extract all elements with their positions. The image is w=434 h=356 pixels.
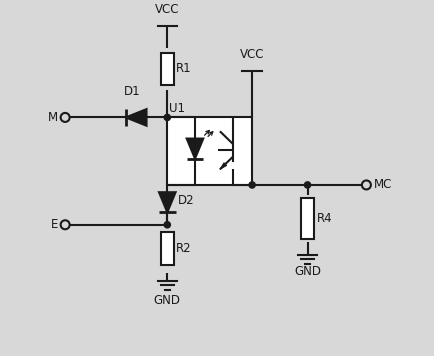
Text: R2: R2 — [176, 242, 191, 255]
Circle shape — [248, 182, 255, 188]
Text: M: M — [48, 111, 58, 124]
Circle shape — [164, 222, 170, 228]
Polygon shape — [186, 138, 203, 159]
Text: D2: D2 — [177, 194, 194, 207]
Text: MC: MC — [373, 178, 391, 192]
Polygon shape — [158, 192, 175, 212]
Text: GND: GND — [154, 294, 181, 307]
Bar — [160, 52, 174, 85]
Text: R4: R4 — [316, 212, 332, 225]
Text: E: E — [51, 218, 58, 231]
Text: D1: D1 — [124, 85, 141, 98]
Bar — [300, 198, 313, 240]
Text: GND: GND — [293, 265, 320, 278]
Circle shape — [164, 114, 170, 121]
Text: R1: R1 — [176, 62, 191, 75]
Polygon shape — [220, 163, 226, 169]
Bar — [160, 232, 174, 265]
Text: VCC: VCC — [155, 3, 179, 16]
Circle shape — [304, 182, 310, 188]
Text: VCC: VCC — [239, 48, 264, 61]
Bar — [167, 117, 252, 185]
Text: U1: U1 — [169, 102, 184, 115]
Polygon shape — [125, 109, 146, 126]
